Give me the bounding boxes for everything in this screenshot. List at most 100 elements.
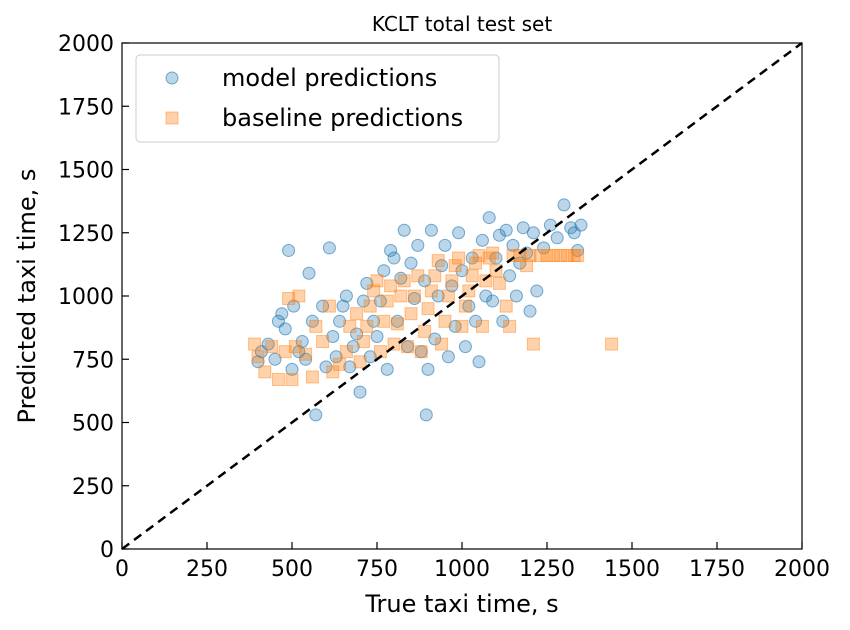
y-tick-label: 500 — [72, 412, 114, 437]
model-point — [448, 319, 462, 333]
model-point — [305, 314, 319, 328]
baseline-point — [397, 274, 411, 288]
model-point — [336, 299, 350, 313]
model-point — [523, 304, 537, 318]
model-point — [421, 362, 435, 376]
baseline-point — [547, 249, 561, 263]
model-point — [397, 223, 411, 237]
legend-label: baseline predictions — [222, 104, 463, 132]
baseline-point — [520, 259, 534, 273]
y-tick-label: 750 — [72, 348, 114, 373]
model-point — [435, 259, 449, 273]
baseline-point — [492, 276, 506, 290]
model-point — [428, 332, 442, 346]
model-point — [390, 314, 404, 328]
model-point — [363, 350, 377, 364]
baseline-point — [533, 249, 547, 263]
model-point — [414, 345, 428, 359]
model-point — [557, 198, 571, 212]
model-point — [380, 362, 394, 376]
y-tick-label: 1000 — [58, 285, 114, 310]
model-point — [418, 274, 432, 288]
model-point — [316, 299, 330, 313]
legend: model predictions baseline predictions — [135, 54, 500, 143]
y-tick-label: 0 — [100, 538, 114, 563]
model-point — [424, 223, 438, 237]
model-point — [550, 231, 564, 245]
model-point — [251, 355, 265, 369]
baseline-point — [343, 319, 357, 333]
baseline-point — [567, 249, 581, 263]
baseline-point — [475, 319, 489, 333]
baseline-point — [384, 279, 398, 293]
model-point — [465, 251, 479, 265]
x-tick-label: 1500 — [604, 557, 660, 582]
model-point — [353, 385, 367, 399]
baseline-point — [356, 335, 370, 349]
model-point — [261, 337, 275, 351]
baseline-point — [258, 365, 272, 379]
baseline-point — [339, 345, 353, 359]
baseline-point — [605, 337, 619, 351]
baseline-point — [322, 299, 336, 313]
model-point — [302, 266, 316, 280]
model-point — [503, 269, 517, 283]
baseline-point — [431, 254, 445, 268]
baseline-point — [404, 307, 418, 321]
model-point — [469, 314, 483, 328]
plot-area: 0 250 500 750 1000 1250 1500 1750 2000 0 250 500 750… — [58, 32, 830, 582]
baseline-point — [380, 294, 394, 308]
baseline-point — [472, 249, 486, 263]
model-point — [574, 218, 588, 232]
baseline-point — [326, 365, 340, 379]
baseline-point — [424, 284, 438, 298]
chart-title: KCLT total test set — [372, 12, 553, 36]
baseline-point — [435, 337, 449, 351]
x-tick-label: 750 — [356, 557, 398, 582]
baseline-point — [401, 340, 415, 354]
model-point — [295, 335, 309, 349]
baseline-point — [363, 299, 377, 313]
model-point — [492, 228, 506, 242]
model-point — [431, 289, 445, 303]
baseline-point — [441, 289, 455, 303]
model-point — [526, 226, 540, 240]
baseline-point — [377, 314, 391, 328]
model-point — [268, 352, 282, 366]
baseline-point — [482, 251, 496, 265]
model-point — [339, 289, 353, 303]
x-axis-label: True taxi time, s — [364, 590, 558, 618]
baseline-point — [248, 337, 262, 351]
model-point — [346, 340, 360, 354]
baseline-point — [370, 274, 384, 288]
baseline-point — [513, 249, 527, 263]
baseline-point — [540, 249, 554, 263]
baseline-point — [271, 372, 285, 386]
y-tick-label: 2000 — [58, 32, 114, 57]
model-point — [475, 233, 489, 247]
baseline-point — [560, 249, 574, 263]
model-point — [401, 340, 415, 354]
baseline-point — [428, 269, 442, 283]
model-point — [438, 238, 452, 252]
model-point — [411, 238, 425, 252]
x-tick-label: 500 — [271, 557, 313, 582]
model-point — [499, 223, 513, 237]
model-point — [373, 294, 387, 308]
axis-ticks: 0 250 500 750 1000 1250 1500 1750 2000 0 250 500 750… — [58, 32, 830, 582]
baseline-point — [465, 269, 479, 283]
baseline-point — [278, 345, 292, 359]
model-point — [458, 340, 472, 354]
y-tick-label: 1500 — [58, 159, 114, 184]
baseline-point — [571, 249, 585, 263]
x-tick-label: 1750 — [689, 557, 745, 582]
legend-marker-square — [165, 111, 179, 125]
baseline-point — [455, 319, 469, 333]
model-point — [367, 314, 381, 328]
legend-box — [135, 54, 500, 143]
model-point — [287, 299, 301, 313]
baseline-point — [350, 307, 364, 321]
baseline-point — [353, 355, 367, 369]
baseline-point — [486, 246, 500, 260]
